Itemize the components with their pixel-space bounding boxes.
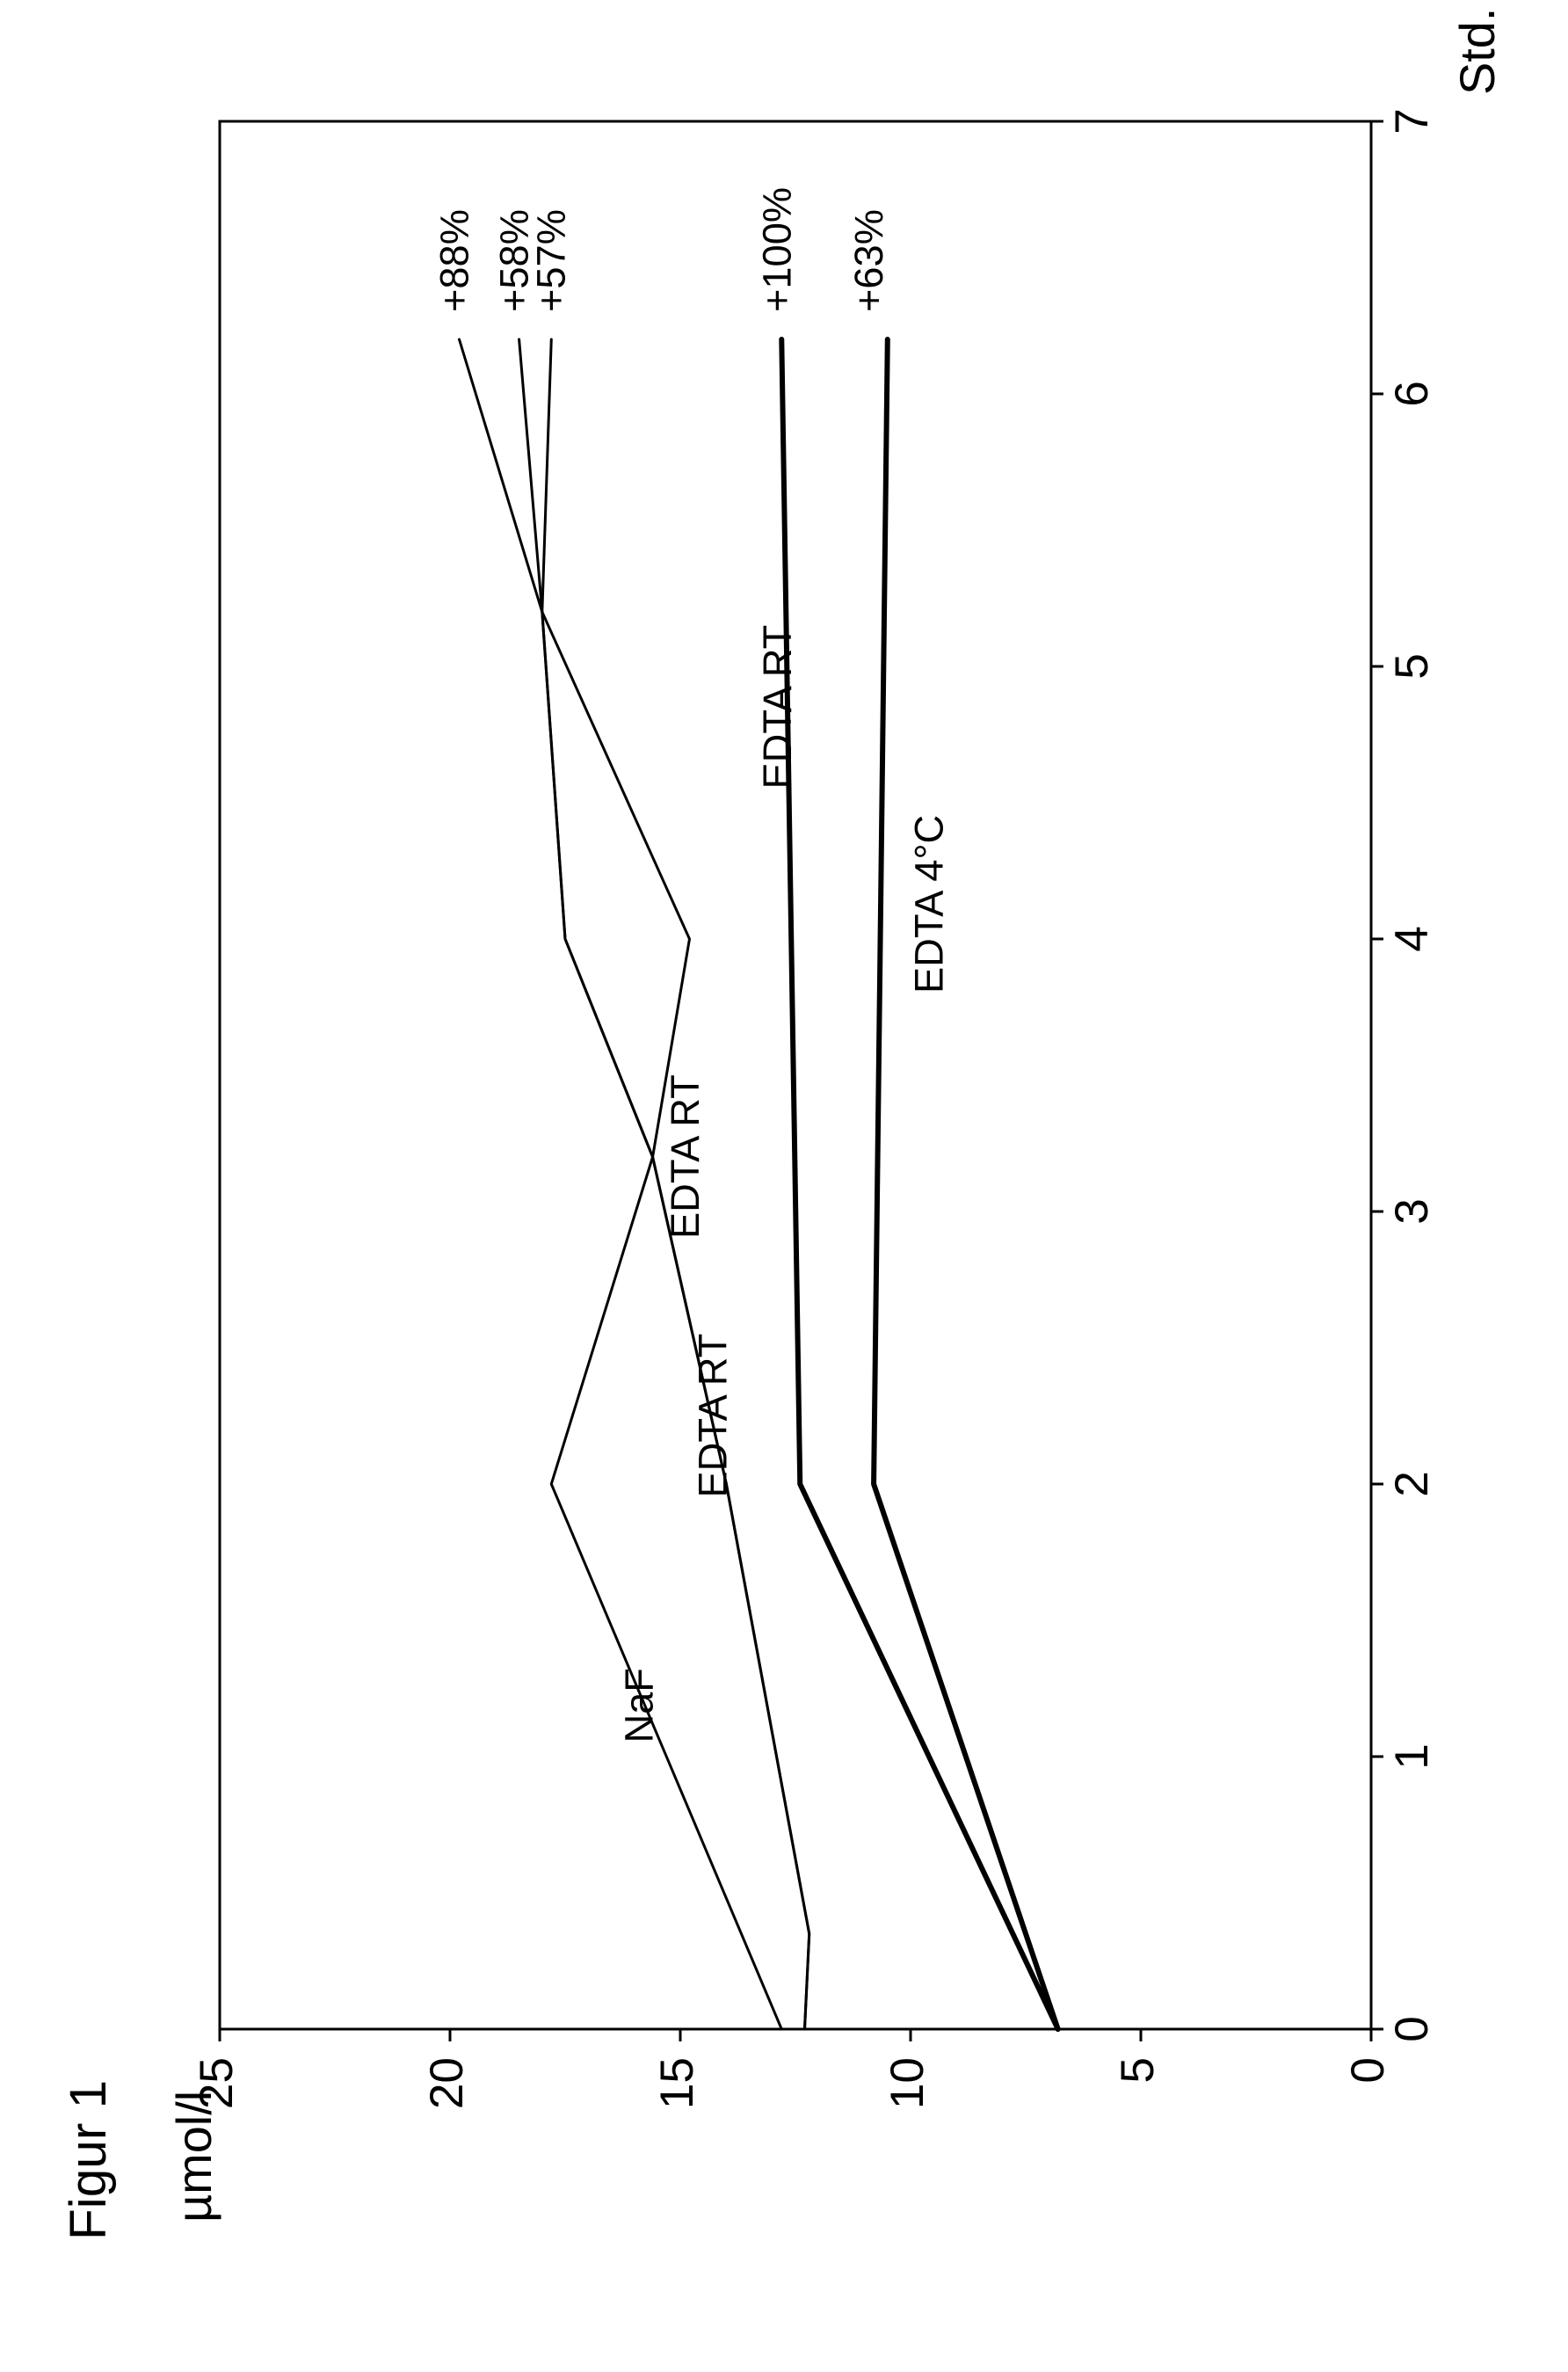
y-tick-label: 15 bbox=[651, 2057, 703, 2109]
x-tick-label: 4 bbox=[1386, 926, 1438, 952]
series-end-label: +100% bbox=[754, 187, 799, 312]
y-tick-label: 20 bbox=[421, 2057, 473, 2109]
figure-title: Figur 1 bbox=[60, 2080, 117, 2240]
y-tick-label: 0 bbox=[1342, 2057, 1394, 2084]
series-end-label: +88% bbox=[432, 209, 476, 312]
y-axis-label: µmol/l bbox=[166, 2091, 221, 2223]
x-tick-label: 3 bbox=[1386, 1198, 1438, 1225]
x-tick-label: 0 bbox=[1386, 2016, 1438, 2042]
x-tick-label: 2 bbox=[1386, 1471, 1438, 1497]
series-label: EDTA RT bbox=[755, 625, 800, 789]
series-label: EDTA 4°C bbox=[907, 815, 952, 993]
y-tick-label: 5 bbox=[1112, 2057, 1164, 2084]
series-end-label: +63% bbox=[846, 209, 891, 312]
y-tick-label: 10 bbox=[882, 2057, 933, 2109]
chart-stage: 051015202501234567NaF+88%EDTA RT+58%EDTA… bbox=[0, 0, 1568, 2372]
series-label: EDTA RT bbox=[663, 1074, 708, 1239]
x-tick-label: 6 bbox=[1386, 381, 1438, 407]
x-tick-label: 7 bbox=[1386, 108, 1438, 135]
x-axis-label: Std. bbox=[1449, 8, 1505, 95]
line-chart: 051015202501234567NaF+88%EDTA RT+58%EDTA… bbox=[0, 0, 1568, 2372]
series-label: NaF bbox=[617, 1668, 662, 1743]
rotated-canvas: 051015202501234567NaF+88%EDTA RT+58%EDTA… bbox=[0, 0, 1568, 2372]
series-end-label: +57% bbox=[529, 209, 574, 312]
x-tick-label: 1 bbox=[1386, 1743, 1438, 1770]
x-tick-label: 5 bbox=[1386, 653, 1438, 680]
